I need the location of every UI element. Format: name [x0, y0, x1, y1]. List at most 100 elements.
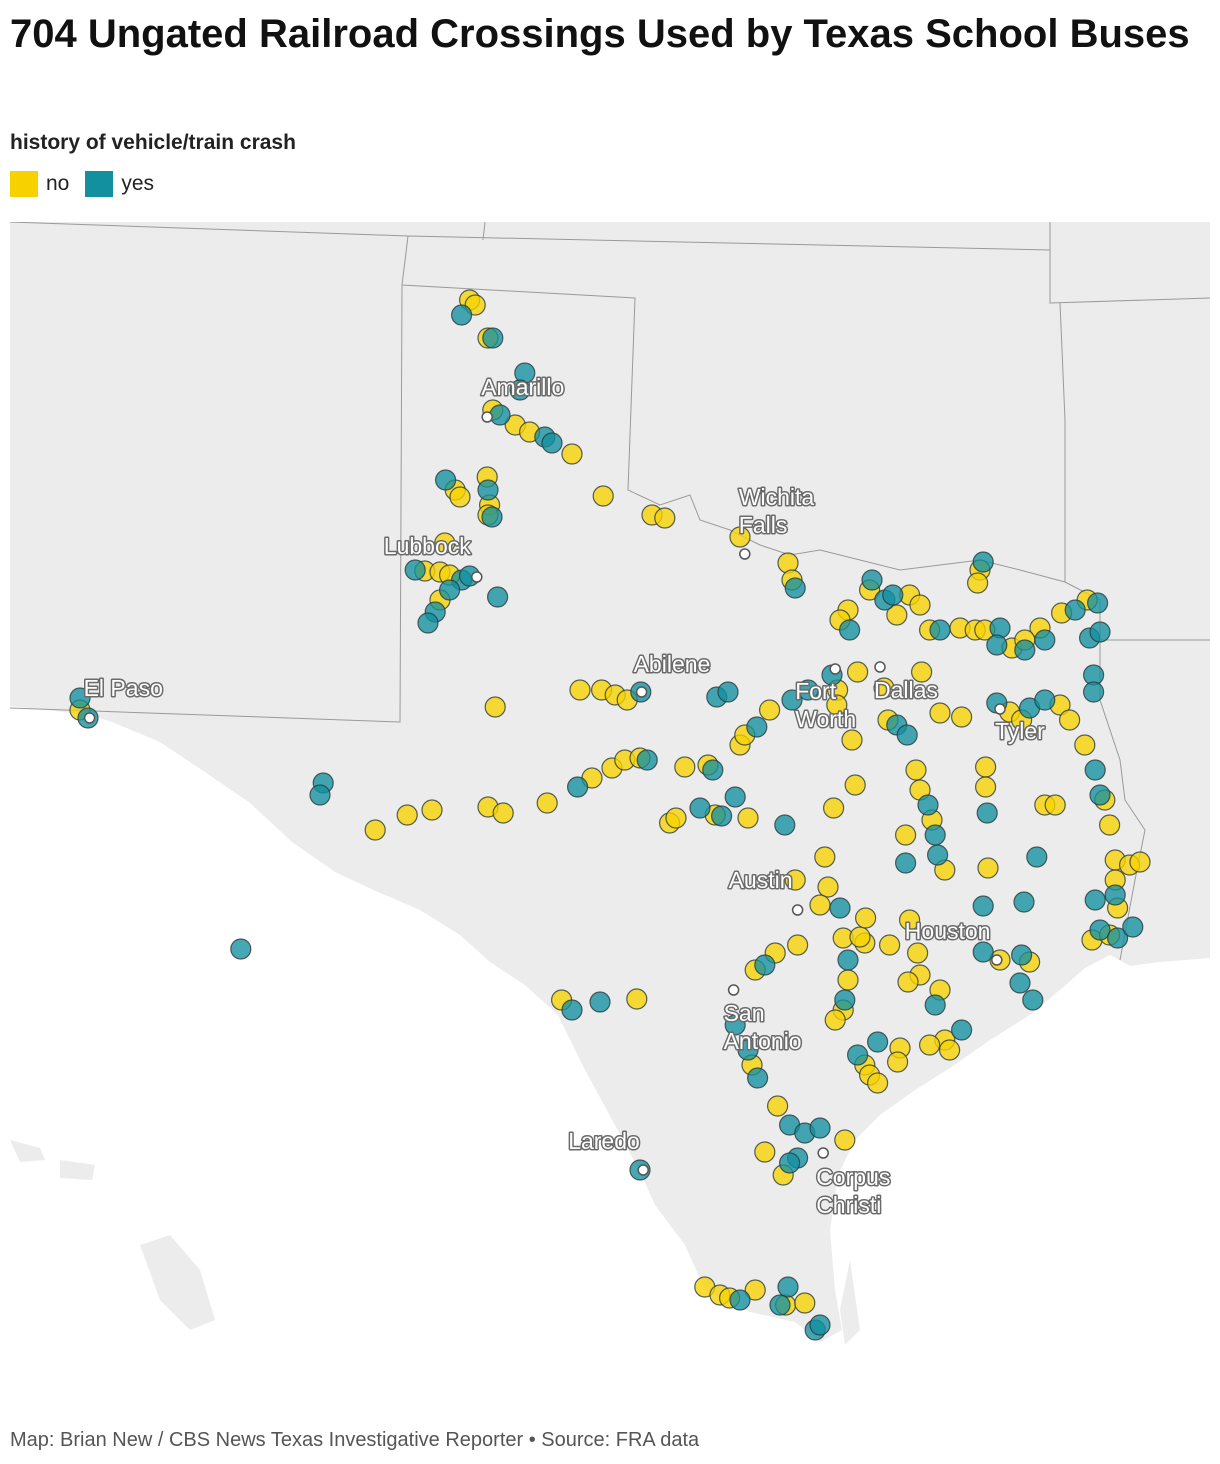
- crossing-dot: [487, 586, 509, 608]
- legend: no yes: [10, 171, 154, 197]
- crossing-dot: [786, 934, 809, 956]
- crossing-dot: [737, 807, 759, 829]
- crossing-dot: [826, 694, 848, 716]
- crossing-dot: [481, 506, 503, 528]
- crossing-dot: [449, 486, 471, 508]
- crossing-dot: [1084, 889, 1106, 911]
- city-label: El Paso: [84, 675, 163, 701]
- crossing-dot: [929, 619, 951, 641]
- city-dot: [874, 661, 886, 673]
- city-dot: [635, 686, 648, 698]
- crossing-dot: [878, 934, 901, 956]
- legend-swatch: [10, 171, 38, 197]
- crossing-dot: [854, 907, 877, 929]
- crossing-dot: [917, 794, 939, 816]
- points: [69, 289, 1151, 1341]
- crossing-dot: [1074, 734, 1096, 756]
- crossing-dot: [589, 991, 611, 1013]
- crossing-dot: [758, 699, 781, 721]
- crossing-dot: [774, 814, 796, 836]
- crossing-dot: [882, 584, 904, 606]
- crossing-dot: [1089, 621, 1111, 643]
- crossing-dot: [1129, 851, 1151, 873]
- crossing-dot: [894, 824, 917, 846]
- crossing-dot: [1014, 639, 1036, 661]
- crossing-dot: [822, 797, 845, 819]
- crossing-dot: [918, 1034, 941, 1056]
- crossing-dot: [809, 1314, 831, 1336]
- crossing-dot: [364, 819, 386, 841]
- crossing-dot: [976, 802, 998, 824]
- city-label: Falls: [739, 512, 788, 538]
- crossing-dot: [737, 1039, 759, 1061]
- crossing-dot: [434, 532, 456, 554]
- crossing-dot: [1084, 759, 1106, 781]
- city-label: Christi: [816, 1192, 881, 1218]
- city-label: Houston: [905, 918, 991, 944]
- crossing-dot: [846, 1044, 869, 1066]
- crossing-dot: [924, 994, 946, 1016]
- city-dot: [829, 663, 841, 675]
- crossing-dot: [626, 988, 648, 1010]
- crossing-dot: [896, 724, 918, 746]
- crossing-dot: [1058, 709, 1081, 731]
- crossing-dot: [824, 1009, 846, 1031]
- crossing-dot: [746, 1067, 769, 1089]
- crossing-dot: [778, 1152, 801, 1174]
- crossing-dot: [1064, 599, 1086, 621]
- crossing-dot: [909, 594, 931, 616]
- basemap: [10, 222, 1210, 1400]
- crossing-dot: [905, 759, 927, 781]
- city-dot: [991, 954, 1003, 966]
- crossing-dot: [849, 926, 871, 948]
- crossing-dot: [754, 954, 776, 976]
- crossing-dot: [541, 432, 563, 454]
- crossing-dot: [926, 844, 949, 866]
- crossing-dot: [561, 443, 583, 465]
- crossing-dot: [938, 1039, 961, 1061]
- crossing-dot: [784, 869, 806, 891]
- crossing-dot: [797, 679, 819, 701]
- legend-item: yes: [85, 171, 154, 197]
- crossing-dot: [1034, 689, 1056, 711]
- city-label: Laredo: [568, 1128, 640, 1154]
- crossing-dot: [717, 681, 739, 703]
- crossing-dot: [910, 661, 933, 683]
- city-label: Amarillo: [481, 374, 564, 400]
- city-label: Dallas: [874, 677, 938, 703]
- crossing-dot: [1009, 972, 1031, 994]
- crossing-dot: [766, 1095, 789, 1117]
- crossing-dot: [838, 619, 861, 641]
- city-label: Worth: [795, 706, 856, 732]
- crossing-dot: [561, 999, 583, 1021]
- crossing-dot: [1010, 944, 1033, 966]
- crossing-dot: [729, 1289, 751, 1311]
- crossing-dot: [1098, 814, 1121, 836]
- city-label: San: [724, 1000, 765, 1026]
- crossing-dot: [886, 604, 908, 626]
- crossing-dot: [435, 469, 457, 491]
- crossing-dot: [489, 404, 511, 426]
- city-dot: [994, 703, 1006, 715]
- city-label: Fort: [795, 678, 837, 704]
- crossing-dot: [309, 784, 331, 806]
- crossing-dot: [794, 1292, 816, 1314]
- city-label: Lubbock: [384, 533, 471, 559]
- crossing-dot: [674, 756, 696, 778]
- crossing-dot: [477, 479, 499, 501]
- city-label: Antonio: [724, 1028, 802, 1054]
- crossing-dot: [986, 634, 1008, 656]
- crossing-dot: [702, 759, 724, 781]
- city-label: Abilene: [634, 651, 711, 677]
- crossing-dot: [837, 969, 859, 991]
- crossing-dot: [69, 687, 91, 709]
- crossing-dot: [844, 774, 866, 796]
- title: 704 Ungated Railroad Crossings Used by T…: [10, 12, 1190, 56]
- crossing-dot: [636, 749, 658, 771]
- crossing-dot: [809, 1117, 831, 1139]
- crossing-dot: [781, 689, 803, 711]
- city-dot: [83, 712, 96, 724]
- crossing-dot: [665, 807, 687, 829]
